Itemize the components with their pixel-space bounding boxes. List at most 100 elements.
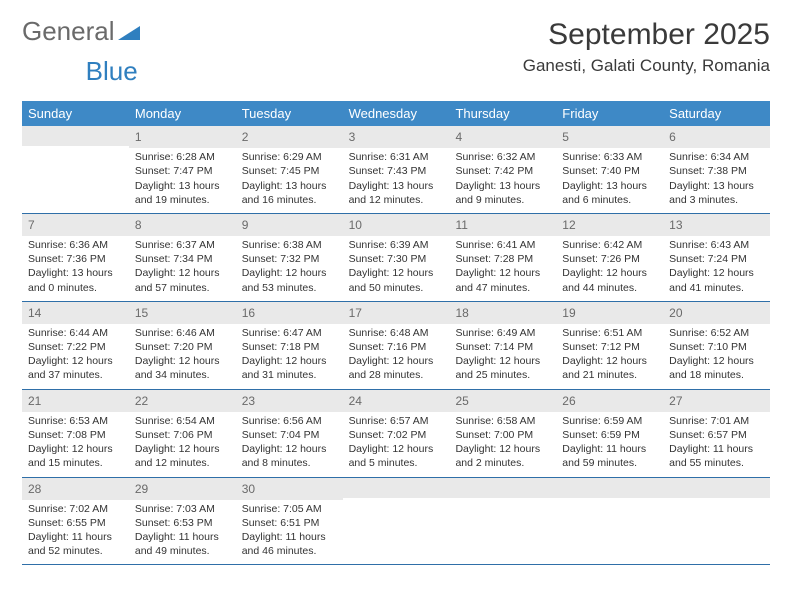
daylight1-text: Daylight: 13 hours <box>135 179 230 193</box>
sunset-text: Sunset: 6:55 PM <box>28 516 123 530</box>
month-title: September 2025 <box>523 18 770 52</box>
brand-part1: General <box>22 18 115 44</box>
day-number: 12 <box>556 214 663 236</box>
sunset-text: Sunset: 7:43 PM <box>349 164 444 178</box>
day-number: 28 <box>22 478 129 500</box>
weekday-header: Saturday <box>663 101 770 126</box>
daylight1-text: Daylight: 13 hours <box>455 179 550 193</box>
day-cell: 1Sunrise: 6:28 AMSunset: 7:47 PMDaylight… <box>129 126 236 213</box>
daylight1-text: Daylight: 12 hours <box>135 354 230 368</box>
daylight2-text: and 41 minutes. <box>669 281 764 295</box>
day-cell: 6Sunrise: 6:34 AMSunset: 7:38 PMDaylight… <box>663 126 770 213</box>
daylight2-text: and 34 minutes. <box>135 368 230 382</box>
day-number: 14 <box>22 302 129 324</box>
sunrise-text: Sunrise: 6:37 AM <box>135 238 230 252</box>
daylight1-text: Daylight: 12 hours <box>455 266 550 280</box>
daylight2-text: and 2 minutes. <box>455 456 550 470</box>
daylight1-text: Daylight: 12 hours <box>669 266 764 280</box>
day-number: 18 <box>449 302 556 324</box>
location-text: Ganesti, Galati County, Romania <box>523 56 770 76</box>
day-body: Sunrise: 6:28 AMSunset: 7:47 PMDaylight:… <box>129 148 236 213</box>
sunset-text: Sunset: 7:06 PM <box>135 428 230 442</box>
sunset-text: Sunset: 7:10 PM <box>669 340 764 354</box>
day-cell: 21Sunrise: 6:53 AMSunset: 7:08 PMDayligh… <box>22 390 129 477</box>
day-body: Sunrise: 6:42 AMSunset: 7:26 PMDaylight:… <box>556 236 663 301</box>
day-cell: 18Sunrise: 6:49 AMSunset: 7:14 PMDayligh… <box>449 302 556 389</box>
sunrise-text: Sunrise: 6:51 AM <box>562 326 657 340</box>
day-body: Sunrise: 6:38 AMSunset: 7:32 PMDaylight:… <box>236 236 343 301</box>
day-body <box>449 498 556 560</box>
day-number <box>343 478 450 498</box>
weekday-header: Monday <box>129 101 236 126</box>
day-number: 21 <box>22 390 129 412</box>
day-number: 8 <box>129 214 236 236</box>
weekday-header: Friday <box>556 101 663 126</box>
day-cell <box>663 478 770 565</box>
day-cell: 7Sunrise: 6:36 AMSunset: 7:36 PMDaylight… <box>22 214 129 301</box>
day-cell <box>449 478 556 565</box>
day-body: Sunrise: 6:33 AMSunset: 7:40 PMDaylight:… <box>556 148 663 213</box>
sunset-text: Sunset: 7:34 PM <box>135 252 230 266</box>
day-number: 26 <box>556 390 663 412</box>
sunset-text: Sunset: 7:28 PM <box>455 252 550 266</box>
daylight2-text: and 50 minutes. <box>349 281 444 295</box>
sunrise-text: Sunrise: 7:02 AM <box>28 502 123 516</box>
day-body <box>22 146 129 208</box>
sunset-text: Sunset: 7:38 PM <box>669 164 764 178</box>
day-number: 6 <box>663 126 770 148</box>
sunset-text: Sunset: 7:47 PM <box>135 164 230 178</box>
day-cell: 4Sunrise: 6:32 AMSunset: 7:42 PMDaylight… <box>449 126 556 213</box>
daylight1-text: Daylight: 12 hours <box>242 442 337 456</box>
day-number: 2 <box>236 126 343 148</box>
sunset-text: Sunset: 7:26 PM <box>562 252 657 266</box>
day-body: Sunrise: 6:32 AMSunset: 7:42 PMDaylight:… <box>449 148 556 213</box>
day-cell: 13Sunrise: 6:43 AMSunset: 7:24 PMDayligh… <box>663 214 770 301</box>
day-body: Sunrise: 7:05 AMSunset: 6:51 PMDaylight:… <box>236 500 343 565</box>
daylight2-text: and 49 minutes. <box>135 544 230 558</box>
daylight2-text: and 57 minutes. <box>135 281 230 295</box>
day-body: Sunrise: 6:58 AMSunset: 7:00 PMDaylight:… <box>449 412 556 477</box>
sunset-text: Sunset: 7:18 PM <box>242 340 337 354</box>
daylight2-text: and 19 minutes. <box>135 193 230 207</box>
day-body <box>343 498 450 560</box>
day-number: 17 <box>343 302 450 324</box>
day-cell: 11Sunrise: 6:41 AMSunset: 7:28 PMDayligh… <box>449 214 556 301</box>
daylight2-text: and 15 minutes. <box>28 456 123 470</box>
daylight1-text: Daylight: 12 hours <box>242 266 337 280</box>
sunrise-text: Sunrise: 6:54 AM <box>135 414 230 428</box>
daylight1-text: Daylight: 12 hours <box>135 266 230 280</box>
day-cell: 23Sunrise: 6:56 AMSunset: 7:04 PMDayligh… <box>236 390 343 477</box>
sunset-text: Sunset: 7:45 PM <box>242 164 337 178</box>
day-body: Sunrise: 6:47 AMSunset: 7:18 PMDaylight:… <box>236 324 343 389</box>
weekday-header: Wednesday <box>343 101 450 126</box>
sunset-text: Sunset: 6:51 PM <box>242 516 337 530</box>
day-body: Sunrise: 6:41 AMSunset: 7:28 PMDaylight:… <box>449 236 556 301</box>
day-cell: 29Sunrise: 7:03 AMSunset: 6:53 PMDayligh… <box>129 478 236 565</box>
sunrise-text: Sunrise: 6:44 AM <box>28 326 123 340</box>
day-cell: 8 Sunrise: 6:37 AMSunset: 7:34 PMDaylight… <box>129 214 236 301</box>
sunset-text: Sunset: 7:30 PM <box>349 252 444 266</box>
daylight2-text: and 55 minutes. <box>669 456 764 470</box>
brand-logo: General <box>22 18 140 44</box>
day-body: Sunrise: 6:56 AMSunset: 7:04 PMDaylight:… <box>236 412 343 477</box>
daylight1-text: Daylight: 13 hours <box>242 179 337 193</box>
day-cell: 15Sunrise: 6:46 AMSunset: 7:20 PMDayligh… <box>129 302 236 389</box>
day-cell: 25Sunrise: 6:58 AMSunset: 7:00 PMDayligh… <box>449 390 556 477</box>
week-row: 14Sunrise: 6:44 AMSunset: 7:22 PMDayligh… <box>22 302 770 390</box>
sunset-text: Sunset: 7:08 PM <box>28 428 123 442</box>
day-body: Sunrise: 6:43 AMSunset: 7:24 PMDaylight:… <box>663 236 770 301</box>
sunset-text: Sunset: 7:42 PM <box>455 164 550 178</box>
day-number: 7 <box>22 214 129 236</box>
sunset-text: Sunset: 6:53 PM <box>135 516 230 530</box>
daylight2-text: and 16 minutes. <box>242 193 337 207</box>
sunrise-text: Sunrise: 6:28 AM <box>135 150 230 164</box>
sunrise-text: Sunrise: 6:33 AM <box>562 150 657 164</box>
day-cell <box>556 478 663 565</box>
daylight2-text: and 37 minutes. <box>28 368 123 382</box>
daylight1-text: Daylight: 13 hours <box>562 179 657 193</box>
weekday-header: Tuesday <box>236 101 343 126</box>
sunrise-text: Sunrise: 6:58 AM <box>455 414 550 428</box>
daylight2-text: and 18 minutes. <box>669 368 764 382</box>
sunset-text: Sunset: 7:02 PM <box>349 428 444 442</box>
day-number: 10 <box>343 214 450 236</box>
